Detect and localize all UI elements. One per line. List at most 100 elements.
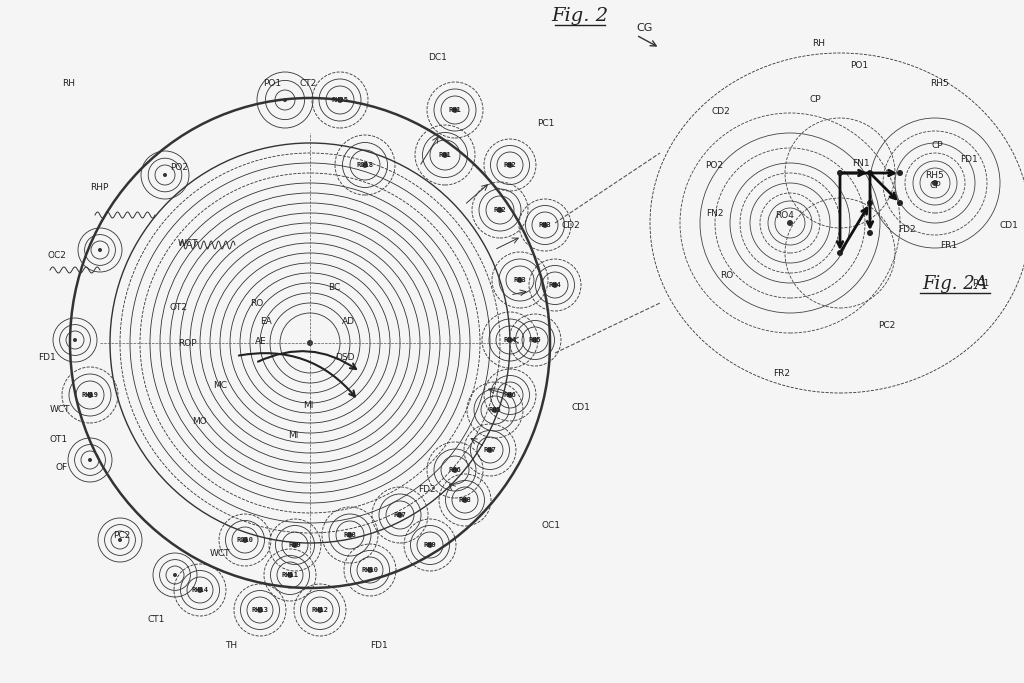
Text: PC1: PC1 — [972, 279, 989, 288]
Text: CP: CP — [810, 96, 821, 104]
Text: RH9: RH9 — [424, 542, 436, 548]
Circle shape — [553, 283, 557, 288]
Text: RH: RH — [62, 79, 75, 87]
Text: PC1: PC1 — [537, 118, 554, 128]
Circle shape — [88, 458, 92, 462]
Text: OT2: OT2 — [170, 303, 188, 313]
Circle shape — [307, 340, 313, 346]
Text: CD2: CD2 — [562, 221, 581, 229]
Circle shape — [897, 200, 903, 206]
Text: RH4: RH4 — [549, 282, 561, 288]
Text: FD2: FD2 — [898, 225, 915, 234]
Text: RH7: RH7 — [483, 447, 497, 453]
Circle shape — [867, 170, 873, 176]
Circle shape — [837, 170, 843, 176]
Circle shape — [173, 573, 177, 577]
Text: WCT: WCT — [50, 406, 71, 415]
Text: RO2: RO2 — [494, 207, 507, 213]
Text: FN1: FN1 — [852, 158, 869, 167]
Text: RH12: RH12 — [311, 607, 329, 613]
Text: RO4: RO4 — [504, 337, 516, 343]
Circle shape — [453, 107, 458, 113]
Circle shape — [118, 538, 122, 542]
Circle shape — [347, 533, 352, 538]
Text: CT2: CT2 — [300, 79, 317, 87]
Circle shape — [543, 223, 548, 227]
Text: RH6: RH6 — [504, 392, 516, 398]
Circle shape — [283, 98, 287, 102]
Circle shape — [397, 512, 402, 518]
Text: BC: BC — [328, 283, 340, 292]
Circle shape — [453, 467, 458, 473]
Text: RO9: RO9 — [289, 542, 301, 548]
Circle shape — [463, 497, 468, 503]
Text: CP: CP — [930, 181, 942, 190]
Circle shape — [532, 337, 538, 342]
Text: TH: TH — [225, 641, 238, 650]
Text: FD1: FD1 — [38, 354, 55, 363]
Text: FD2: FD2 — [418, 486, 435, 494]
Circle shape — [317, 607, 323, 613]
Text: FN2: FN2 — [706, 208, 724, 217]
Text: CD1: CD1 — [572, 404, 591, 413]
Text: Fig. 2: Fig. 2 — [552, 7, 608, 25]
Circle shape — [897, 170, 903, 176]
Text: MO: MO — [193, 417, 207, 426]
Text: DC1: DC1 — [428, 53, 446, 63]
Circle shape — [338, 98, 342, 102]
Text: FR2: FR2 — [773, 369, 790, 378]
Text: RH8: RH8 — [459, 497, 471, 503]
Circle shape — [368, 568, 373, 572]
Text: Fig. 2A: Fig. 2A — [923, 275, 988, 293]
Text: RO: RO — [250, 298, 263, 307]
Text: RO4: RO4 — [775, 211, 794, 220]
Text: OF: OF — [55, 464, 68, 473]
Circle shape — [508, 393, 512, 398]
Circle shape — [508, 163, 512, 167]
Text: RO8: RO8 — [344, 532, 356, 538]
Text: RO6: RO6 — [449, 467, 462, 473]
Text: CG: CG — [636, 23, 652, 33]
Text: RH1: RH1 — [449, 107, 462, 113]
Text: RH: RH — [812, 38, 825, 48]
Text: PO1: PO1 — [263, 79, 282, 87]
Text: PO2: PO2 — [170, 163, 188, 173]
Text: RH5: RH5 — [925, 171, 944, 180]
Circle shape — [198, 587, 203, 592]
Circle shape — [498, 208, 503, 212]
Text: RO: RO — [720, 270, 733, 279]
Text: FD1: FD1 — [370, 641, 388, 650]
Circle shape — [427, 542, 432, 548]
Text: MI: MI — [288, 430, 298, 439]
Text: RH3: RH3 — [539, 222, 551, 228]
Circle shape — [787, 220, 793, 226]
Text: CP: CP — [932, 141, 944, 150]
Text: WCT: WCT — [178, 238, 199, 247]
Text: RH19: RH19 — [82, 392, 98, 398]
Text: CT1: CT1 — [148, 615, 165, 624]
Text: RH10: RH10 — [361, 567, 379, 573]
Text: PC2: PC2 — [878, 320, 895, 329]
Text: RO3: RO3 — [514, 277, 526, 283]
Text: RH5: RH5 — [528, 337, 542, 343]
Text: RH2: RH2 — [504, 162, 516, 168]
Circle shape — [73, 338, 77, 342]
Text: PO2: PO2 — [705, 161, 723, 169]
Circle shape — [867, 200, 873, 206]
Text: AD: AD — [342, 316, 355, 326]
Circle shape — [493, 408, 498, 413]
Text: FR1: FR1 — [940, 240, 957, 249]
Circle shape — [257, 607, 262, 613]
Text: OC1: OC1 — [542, 520, 561, 529]
Text: PO1: PO1 — [850, 61, 868, 70]
Text: RH14: RH14 — [191, 587, 209, 593]
Text: DSD: DSD — [335, 354, 354, 363]
Circle shape — [243, 538, 248, 542]
Text: CD1: CD1 — [1000, 221, 1019, 229]
Circle shape — [288, 572, 293, 578]
Text: CD2: CD2 — [712, 107, 731, 115]
Text: MC: MC — [213, 380, 227, 389]
Circle shape — [508, 337, 512, 342]
Text: OT1: OT1 — [50, 436, 69, 445]
Circle shape — [87, 393, 92, 398]
